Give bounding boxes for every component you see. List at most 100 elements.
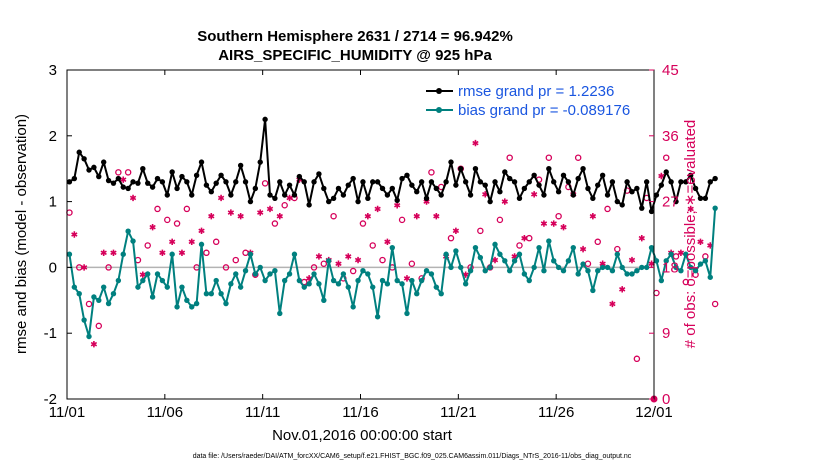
bias-point xyxy=(570,244,576,251)
obs-evaluated-point xyxy=(413,213,420,220)
rmse-point xyxy=(389,185,395,192)
obs-possible-point xyxy=(124,169,132,176)
obs-possible-point xyxy=(271,220,279,227)
rmse-point xyxy=(595,182,601,188)
rmse-point xyxy=(585,185,591,192)
rmse-point xyxy=(506,175,513,182)
rmse-point xyxy=(482,182,488,188)
rmse-point xyxy=(267,192,273,198)
bias-point xyxy=(516,251,523,257)
rmse-point xyxy=(404,172,410,178)
bias-point xyxy=(262,277,268,284)
rmse-point xyxy=(286,182,293,188)
rmse-point xyxy=(599,172,606,178)
bias-point xyxy=(404,310,410,317)
x-tick-label: 11/01 xyxy=(49,404,85,421)
rmse-point xyxy=(536,182,542,188)
rmse-point xyxy=(262,116,268,123)
bias-point xyxy=(281,277,288,284)
obs-evaluated-point xyxy=(433,213,440,220)
bias-point xyxy=(614,251,621,257)
rmse-point xyxy=(316,171,322,177)
bias-point xyxy=(242,267,249,274)
bias-point xyxy=(91,294,97,300)
bias-point xyxy=(648,244,655,251)
obs-evaluated-point xyxy=(374,205,381,213)
bias-point xyxy=(326,258,332,264)
rmse-point xyxy=(399,175,405,182)
bias-point xyxy=(639,264,645,271)
legend-rmse-label: rmse grand pr = 1.2236 xyxy=(458,83,614,100)
obs-possible-point xyxy=(310,264,318,271)
obs-possible-point xyxy=(653,289,660,297)
obs-evaluated-point xyxy=(335,260,342,267)
bias-point xyxy=(423,267,430,274)
rmse-point xyxy=(105,177,112,184)
data-file-footnote: data file: /Users/raeder/DAI/ATM_forcXX/… xyxy=(193,453,632,460)
x-tick-label: 11/16 xyxy=(342,404,378,421)
bias-point xyxy=(198,241,205,248)
bias-point xyxy=(360,267,366,274)
obs-possible-point xyxy=(574,154,582,161)
rmse-point xyxy=(66,179,73,185)
obs-evaluated-point xyxy=(540,220,548,227)
bias-point xyxy=(590,287,596,294)
bias-point xyxy=(428,271,435,277)
rmse-point xyxy=(193,172,200,178)
obs-evaluated-point xyxy=(80,264,88,271)
rmse-point xyxy=(555,189,562,195)
axis-ticks: 11/01 11/06 11/11 11/16 11/21 11/26 12/01 -2 -1 0… xyxy=(44,62,679,421)
bias-point xyxy=(355,277,361,284)
rmse-point xyxy=(443,179,449,185)
obs-possible-point xyxy=(320,260,328,267)
obs-evaluated-point xyxy=(139,271,146,278)
rmse-point xyxy=(643,179,650,185)
rmse-point xyxy=(423,195,430,202)
bias-point xyxy=(511,258,518,264)
rmse-point xyxy=(448,159,454,165)
rmse-point xyxy=(526,179,532,185)
rmse-point xyxy=(311,179,317,185)
bias-point xyxy=(145,271,151,277)
rmse-point xyxy=(198,159,205,165)
rmse-point xyxy=(609,179,616,185)
rmse-point xyxy=(169,169,175,175)
bias-point xyxy=(629,271,635,277)
bias-point xyxy=(100,284,107,290)
y-right-tick-label: 18 xyxy=(662,259,679,276)
obs-evaluated-point xyxy=(188,238,195,246)
bias-point xyxy=(272,267,278,274)
obs-evaluated-point xyxy=(530,191,538,198)
obs-evaluated-point xyxy=(619,286,626,293)
rmse-point xyxy=(301,179,307,185)
bias-point xyxy=(71,284,78,290)
bias-point xyxy=(462,281,469,287)
rmse-series xyxy=(66,116,718,215)
obs-possible-point xyxy=(242,249,249,257)
bias-point xyxy=(702,258,709,264)
obs-possible-point xyxy=(359,220,367,227)
bias-point xyxy=(184,297,190,303)
obs-evaluated-point xyxy=(550,220,557,227)
bias-point xyxy=(223,300,229,307)
rmse-point xyxy=(497,189,503,195)
bias-point xyxy=(86,333,92,340)
bias-point xyxy=(96,297,102,303)
rmse-point xyxy=(624,179,630,185)
obs-possible-point xyxy=(398,216,406,224)
obs-evaluated-point xyxy=(178,249,186,256)
rmse-point xyxy=(296,173,303,180)
obs-possible-point xyxy=(408,260,416,267)
rmse-point xyxy=(365,195,371,202)
plot-area xyxy=(67,70,654,399)
obs-evaluated-point xyxy=(452,227,460,235)
rmse-point xyxy=(110,180,117,186)
rmse-point xyxy=(502,169,508,175)
rmse-point xyxy=(516,195,523,202)
x-tick-label: 11/26 xyxy=(538,404,574,421)
rmse-point xyxy=(551,179,557,185)
rmse-point xyxy=(257,159,263,165)
obs-evaluated-point xyxy=(354,256,362,264)
obs-evaluated-point xyxy=(286,194,293,202)
bias-point xyxy=(257,264,263,271)
